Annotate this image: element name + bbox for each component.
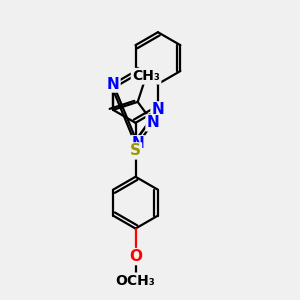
Text: CH₃: CH₃ [132,69,160,83]
Text: N: N [152,102,164,117]
Text: N: N [107,76,119,92]
Text: N: N [147,115,159,130]
Text: OCH₃: OCH₃ [116,274,155,288]
Text: S: S [130,143,141,158]
Text: N: N [131,136,144,151]
Text: O: O [129,249,142,264]
